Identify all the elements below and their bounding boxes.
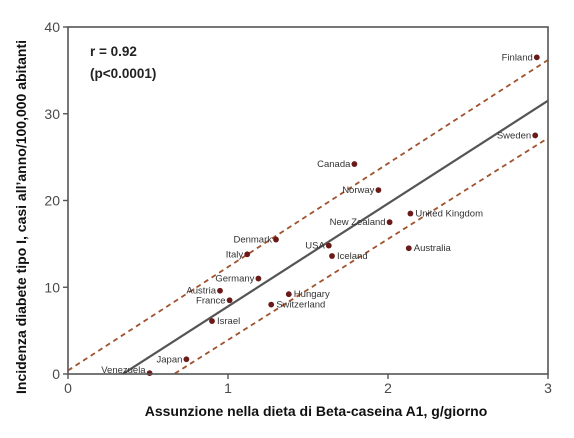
data-point-israel [209,318,215,324]
y-tick-label-1: 10 [44,279,60,295]
data-point-france [226,297,233,304]
annotation-layer: r = 0.92 (p<0.0001) [90,44,156,81]
point-label-united-kingdom: United Kingdom [415,209,483,220]
x-tick-label-0: 0 [64,380,72,396]
data-point-iceland [329,253,335,259]
point-label-usa: USA [305,241,325,252]
data-point-italy [244,251,251,258]
data-point-sweden [532,132,539,139]
point-label-switzerland: Switzerland [276,300,325,311]
data-point-hungary [285,291,292,298]
point-label-austria: Austria [186,286,216,297]
point-label-venezuela: Venezuela [101,365,146,376]
x-tick-label-3: 3 [544,380,552,396]
data-point-united-kingdom [407,210,414,217]
data-point-denmark [273,236,279,243]
data-point-australia [405,245,412,252]
point-labels-layer: Finland Sweden Canada Norway New Zealand Unit… [101,52,533,376]
data-points-layer [146,54,540,377]
data-point-japan [183,356,190,363]
point-label-germany: Germany [215,274,254,285]
data-point-switzerland [268,301,275,308]
correlation-annotation: r = 0.92 [90,44,137,59]
x-axis-title: Assunzione nella dieta di Beta-caseina A… [145,403,488,419]
point-label-israel: Israel [217,316,240,327]
point-label-iceland: Iceland [337,251,368,262]
point-label-hungary: Hungary [294,289,330,300]
y-tick-label-2: 20 [44,193,60,209]
y-tick-label-4: 40 [44,19,60,35]
y-tick-label-0: 0 [52,366,60,382]
point-label-sweden: Sweden [497,130,531,141]
point-label-italy: Italy [226,249,244,260]
data-point-canada [351,161,358,167]
p-value-annotation: (p<0.0001) [90,66,156,81]
point-label-finland: Finland [502,52,533,63]
data-point-austria [217,287,223,294]
point-label-australia: Australia [414,243,452,254]
data-point-usa [325,242,332,249]
data-point-germany [255,275,262,282]
regression-line-layer [120,99,548,374]
data-point-finland [533,54,540,61]
data-point-new-zealand [386,219,393,226]
y-tick-label-3: 30 [44,106,60,122]
regression-line [120,99,548,374]
point-label-france: France [196,295,226,306]
point-label-new-zealand: New Zealand [330,217,386,228]
data-point-venezuela [146,370,153,377]
data-point-norway [375,187,382,193]
point-label-canada: Canada [317,159,351,170]
y-axis-title: Incidenza diabete tipo I, casi all’anno/… [13,40,29,394]
confidence-band-lower [172,137,548,374]
x-tick-label-2: 2 [384,380,392,396]
x-tick-label-1: 1 [224,380,232,396]
point-label-norway: Norway [342,185,374,196]
point-label-japan: Japan [157,354,183,365]
point-label-denmark: Denmark [233,235,272,246]
confidence-band-layer [68,59,548,374]
